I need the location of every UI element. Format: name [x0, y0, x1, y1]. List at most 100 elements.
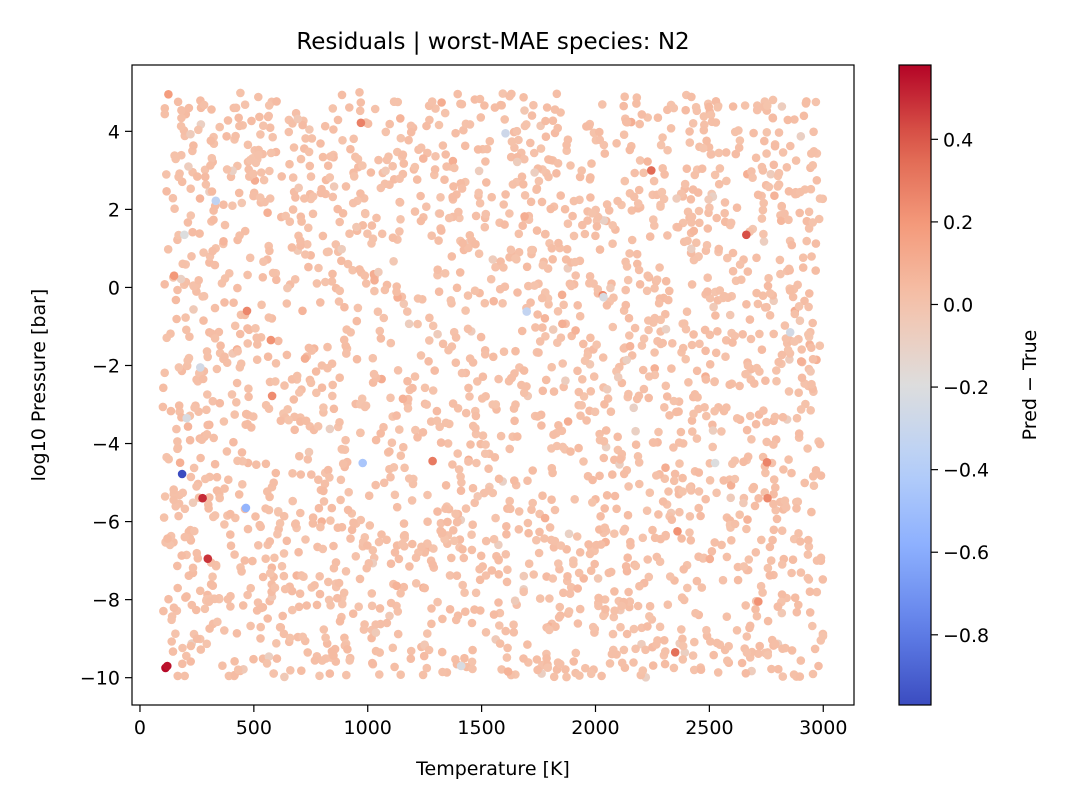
scatter-point [742, 648, 752, 657]
scatter-point [232, 629, 242, 638]
scatter-point [532, 655, 542, 664]
scatter-point [326, 152, 335, 161]
scatter-point [562, 140, 571, 150]
scatter-point [796, 568, 806, 577]
scatter-point [707, 547, 717, 556]
scatter-point [319, 625, 329, 634]
scatter-point [222, 165, 232, 174]
scatter-point [619, 527, 628, 536]
scatter-point [241, 409, 251, 419]
scatter-point [474, 188, 484, 198]
scatter-point [272, 654, 282, 663]
scatter-point [541, 229, 550, 239]
scatter-point [760, 303, 770, 312]
scatter-point [644, 372, 654, 381]
scatter-point [292, 371, 302, 381]
scatter-point [411, 579, 421, 588]
scatter-point [769, 160, 779, 170]
scatter-point [440, 175, 449, 184]
scatter-point [312, 600, 322, 610]
scatter-point [529, 570, 538, 579]
scatter-point [670, 469, 680, 479]
scatter-point [416, 191, 425, 201]
scatter-point [629, 658, 638, 667]
scatter-point [279, 549, 289, 558]
scatter-point [563, 219, 573, 228]
scatter-point [163, 245, 173, 254]
scatter-point [795, 208, 804, 218]
scatter-point [279, 629, 289, 639]
scatter-point [335, 418, 344, 427]
scatter-point [230, 321, 240, 331]
scatter-point [586, 193, 595, 202]
scatter-point [538, 260, 548, 270]
scatter-point [527, 245, 536, 255]
scatter-point [255, 193, 265, 202]
y-tick-label: −4 [92, 434, 120, 456]
scatter-point [448, 460, 457, 469]
scatter-point [728, 266, 738, 276]
scatter-point [777, 608, 787, 618]
scatter-point [230, 657, 239, 666]
scatter-point [743, 515, 752, 524]
scatter-point [712, 213, 721, 223]
scatter-point [460, 588, 469, 597]
scatter-point [416, 351, 426, 360]
scatter-point [634, 185, 644, 195]
scatter-point [660, 170, 669, 179]
scatter-point [533, 665, 542, 675]
scatter-point [381, 127, 391, 137]
scatter-point [699, 112, 709, 121]
scatter-point [382, 618, 392, 628]
scatter-point [767, 664, 776, 674]
scatter-point [787, 646, 797, 655]
scatter-point [329, 651, 338, 660]
scatter-point [667, 515, 677, 524]
scatter-point [803, 444, 812, 453]
scatter-point [503, 667, 513, 676]
scatter-point [265, 492, 274, 502]
scatter-point [650, 221, 659, 230]
scatter-point [804, 207, 814, 217]
scatter-point [184, 162, 193, 171]
scatter-point [585, 272, 595, 281]
y-tick-label: 4 [108, 121, 120, 143]
scatter-point [663, 145, 672, 155]
scatter-point [709, 302, 718, 312]
scatter-point [548, 468, 557, 478]
scatter-point [553, 123, 562, 133]
scatter-point [413, 294, 423, 303]
scatter-point [473, 145, 483, 154]
scatter-point [524, 281, 533, 291]
scatter-point [554, 559, 563, 568]
scatter-point [233, 456, 242, 466]
scatter-point [661, 531, 670, 541]
scatter-point [295, 388, 304, 397]
scatter-point [514, 525, 524, 534]
scatter-point [452, 283, 462, 293]
scatter-point [698, 143, 708, 153]
scatter-point [320, 121, 330, 131]
scatter-point [377, 530, 386, 539]
scatter-point [802, 236, 811, 246]
scatter-point [183, 422, 193, 431]
scatter-point [658, 497, 668, 506]
scatter-point [270, 583, 280, 592]
scatter-point [327, 277, 337, 286]
scatter-point [630, 323, 640, 333]
scatter-point [637, 341, 647, 350]
scatter-point [446, 296, 456, 305]
scatter-point [438, 339, 448, 349]
scatter-point [806, 406, 815, 415]
scatter-point [654, 298, 664, 308]
scatter-point [552, 89, 562, 99]
scatter-point [503, 643, 512, 653]
scatter-point [206, 161, 215, 170]
scatter-point [183, 218, 193, 227]
scatter-point [406, 121, 416, 131]
scatter-point [748, 173, 757, 182]
scatter-point [788, 555, 798, 564]
scatter-point [363, 229, 372, 238]
scatter-point [796, 537, 805, 546]
scatter-point [507, 137, 517, 146]
